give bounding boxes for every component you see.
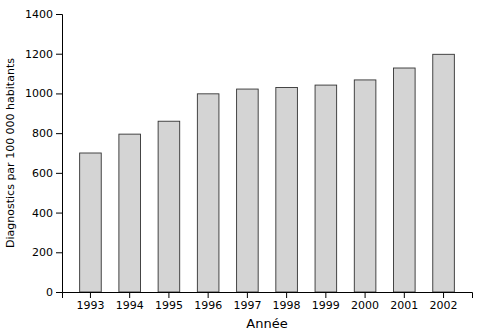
tick-mark [56,292,62,293]
tick-mark [56,93,62,94]
tick: 1995 [155,292,183,312]
tick-mark [404,292,405,298]
tick: 1997 [233,292,261,312]
tick-mark [129,292,130,298]
tick: 0 [46,286,62,299]
tick-label: 1999 [312,299,340,312]
tick-mark [56,14,62,15]
tick: 1998 [273,292,301,312]
chart: 0200400600800100012001400199319941995199… [0,0,486,336]
bars [80,54,455,292]
tick-mark [365,292,366,298]
plot: 0200400600800100012001400199319941995199… [25,8,473,312]
tick-mark [325,292,326,298]
tick: 600 [32,167,62,180]
tick-label: 800 [32,127,53,140]
tick: 1994 [116,292,144,312]
tick-label: 200 [32,246,53,259]
tick-label: 600 [32,167,53,180]
bar [394,68,416,292]
tick: 2000 [351,292,379,312]
tick: 1400 [25,8,62,21]
tick: 800 [32,127,62,140]
tick-mark [56,173,62,174]
tick: 1999 [312,292,340,312]
x-axis-title: Année [246,316,287,331]
tick: 1200 [25,48,62,61]
bar [315,85,337,292]
bar [119,134,141,292]
bar [80,153,102,292]
tick-label: 1400 [25,8,53,21]
y-axis: 0 200 400 600 800 1000 1200 1400 [25,8,63,299]
bar [197,94,219,292]
x-axis: 1993 1994 1995 1996 1997 1998 1999 2000 2001 2002 [63,292,473,312]
tick-mark [90,292,91,298]
tick-label: 1993 [76,299,104,312]
tick-mark [208,292,209,298]
tick: 2002 [430,292,458,312]
tick: 400 [32,207,62,220]
tick-label: 1998 [273,299,301,312]
tick-label: 1200 [25,48,53,61]
tick-mark [168,292,169,298]
tick-label: 0 [46,286,53,299]
tick-label: 1000 [25,87,53,100]
tick: 200 [32,246,62,259]
tick: 2001 [390,292,418,312]
axis-domain [56,15,63,293]
bar [433,54,455,292]
axis-domain [63,293,473,299]
bar [276,87,298,292]
y-axis-title: Diagnostics par 100 000 habitants [4,58,17,248]
tick-label: 2000 [351,299,379,312]
tick-label: 1997 [233,299,261,312]
tick-label: 1994 [116,299,144,312]
tick-label: 2002 [430,299,458,312]
bar [237,89,259,292]
tick-mark [56,213,62,214]
tick-mark [247,292,248,298]
tick-label: 400 [32,207,53,220]
tick-mark [56,133,62,134]
tick: 1996 [194,292,222,312]
tick-label: 2001 [390,299,418,312]
tick: 1993 [76,292,104,312]
tick-mark [443,292,444,298]
tick-label: 1995 [155,299,183,312]
tick-label: 1996 [194,299,222,312]
tick-mark [56,252,62,253]
bar [158,121,180,292]
tick-mark [56,54,62,55]
bar [354,80,376,292]
tick-mark [286,292,287,298]
tick: 1000 [25,87,62,100]
